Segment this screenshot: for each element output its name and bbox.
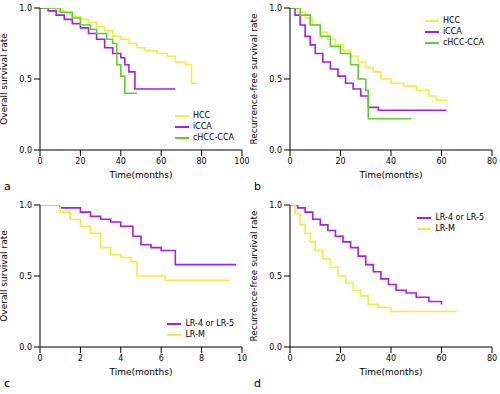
svg-text:10: 10 — [237, 354, 247, 363]
svg-text:60: 60 — [436, 157, 446, 166]
svg-text:Overall survival rate: Overall survival rate — [8, 33, 9, 125]
html-text:LR-M: LR-M — [435, 224, 455, 233]
html-text:LR-4 or LR-5: LR-4 or LR-5 — [185, 319, 234, 328]
svg-text:Overall survival rate: Overall survival rate — [8, 230, 9, 322]
svg-text:Recurrence-free survival rate: Recurrence-free survival rate — [250, 210, 259, 342]
svg-text:1.0: 1.0 — [269, 201, 282, 210]
html-text:d: d — [254, 377, 261, 390]
svg-text:0.5: 0.5 — [269, 272, 282, 281]
svg-text:0.0: 0.0 — [269, 343, 282, 352]
html-text:cHCC-CCA: cHCC-CCA — [192, 133, 234, 142]
svg-text:100: 100 — [234, 157, 249, 166]
html-text:iCCA: iCCA — [442, 27, 462, 36]
svg-text:20: 20 — [75, 157, 85, 166]
html-text:c: c — [4, 377, 11, 390]
html-text:a: a — [4, 180, 11, 193]
svg-text:80: 80 — [197, 157, 207, 166]
svg-text:1.0: 1.0 — [19, 4, 32, 13]
svg-text:0.0: 0.0 — [269, 146, 282, 155]
svg-text:8: 8 — [199, 354, 204, 363]
svg-text:4: 4 — [118, 354, 123, 363]
html-text:LR-4 or LR-5: LR-4 or LR-5 — [435, 213, 484, 222]
svg-text:0.0: 0.0 — [19, 343, 32, 352]
svg-text:0: 0 — [287, 354, 292, 363]
svg-text:80: 80 — [487, 157, 492, 166]
svg-text:0: 0 — [37, 157, 42, 166]
svg-text:80: 80 — [487, 354, 492, 363]
svg-text:60: 60 — [156, 157, 166, 166]
html-text:HCC: HCC — [192, 111, 211, 120]
svg-text:Time(months): Time(months) — [109, 367, 173, 377]
svg-text:20: 20 — [335, 354, 345, 363]
svg-text:2: 2 — [78, 354, 83, 363]
svg-text:0.5: 0.5 — [19, 272, 32, 281]
html-text:HCC: HCC — [442, 16, 461, 25]
html-text:cHCC-CCA: cHCC-CCA — [442, 38, 484, 47]
svg-text:20: 20 — [335, 157, 345, 166]
svg-text:0.0: 0.0 — [19, 146, 32, 155]
svg-text:Time(months): Time(months) — [359, 170, 423, 180]
svg-text:0: 0 — [287, 157, 292, 166]
svg-text:0.5: 0.5 — [19, 75, 32, 84]
svg-text:Recurrence-free survival rate: Recurrence-free survival rate — [250, 13, 259, 145]
svg-text:1.0: 1.0 — [269, 4, 282, 13]
html-text:b: b — [254, 180, 261, 193]
svg-text:40: 40 — [116, 157, 126, 166]
svg-text:1.0: 1.0 — [19, 201, 32, 210]
svg-text:Time(months): Time(months) — [359, 367, 423, 377]
svg-text:6: 6 — [159, 354, 164, 363]
svg-text:40: 40 — [386, 157, 396, 166]
svg-text:Time(months): Time(months) — [109, 170, 173, 180]
svg-text:40: 40 — [386, 354, 396, 363]
svg-text:0: 0 — [37, 354, 42, 363]
svg-text:60: 60 — [436, 354, 446, 363]
html-text:iCCA: iCCA — [192, 122, 212, 131]
svg-text:0.5: 0.5 — [269, 75, 282, 84]
html-text:LR-M: LR-M — [185, 330, 205, 339]
